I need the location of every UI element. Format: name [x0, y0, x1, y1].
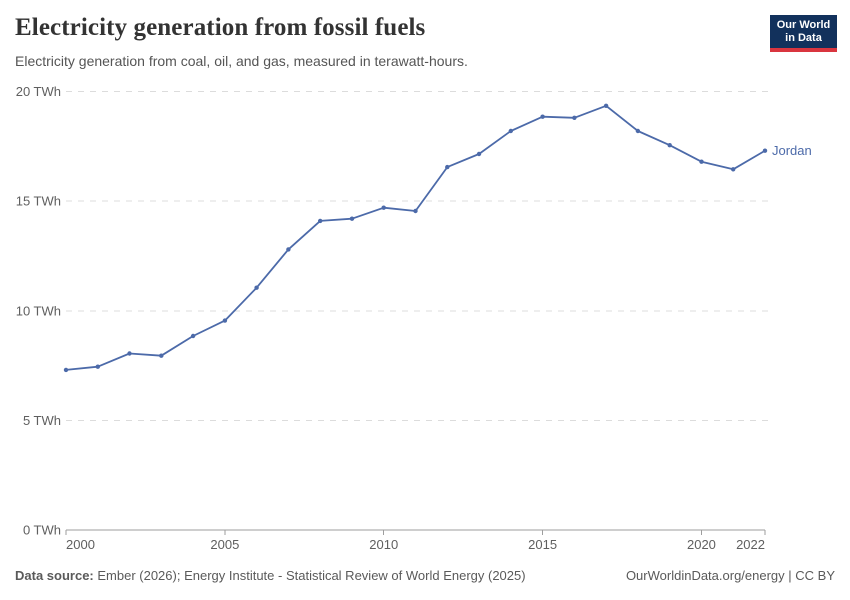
data-point: [699, 159, 704, 164]
data-point: [762, 148, 768, 153]
data-point: [572, 115, 577, 121]
data-point: [63, 367, 69, 373]
y-axis-label: 15 TWh: [16, 194, 61, 209]
y-axis-label: 0 TWh: [23, 523, 61, 538]
owid-logo-line1: Our World: [776, 19, 831, 31]
series-end-label: Jordan: [772, 143, 812, 158]
data-point: [381, 205, 386, 210]
data-point: [476, 151, 482, 157]
data-point: [159, 353, 164, 358]
data-point: [445, 164, 450, 170]
x-axis-label: 2000: [66, 537, 95, 552]
data-point: [731, 167, 736, 172]
data-point: [349, 216, 355, 221]
data-point: [667, 143, 672, 148]
data-point: [222, 318, 228, 323]
data-point: [286, 247, 291, 252]
credit-link[interactable]: OurWorldinData.org/energy | CC BY: [625, 568, 835, 583]
data-point: [318, 218, 323, 224]
x-axis-label: 2005: [210, 537, 239, 552]
x-axis-label: 2010: [369, 537, 398, 552]
owid-logo: Our World in Data: [770, 15, 837, 53]
data-source-label: Data source:: [15, 568, 94, 583]
data-point: [508, 128, 513, 134]
data-point: [190, 333, 196, 339]
data-source: Data source: Ember (2026); Energy Instit…: [15, 568, 526, 583]
data-point: [540, 114, 545, 119]
chart-footer: Data source: Ember (2026); Energy Instit…: [15, 568, 835, 583]
x-axis-label: 2022: [736, 537, 765, 552]
data-point: [127, 351, 132, 356]
data-point: [603, 103, 609, 109]
page-title: Electricity generation from fossil fuels: [15, 14, 426, 41]
owid-logo-line2: in Data: [785, 32, 822, 45]
x-axis-label: 2015: [528, 537, 557, 552]
data-point: [254, 285, 259, 290]
x-axis-label: 2020: [687, 537, 716, 552]
data-point: [413, 208, 418, 214]
chart-subtitle: Electricity generation from coal, oil, a…: [15, 53, 468, 69]
data-point: [95, 364, 101, 369]
data-source-text: Ember (2026); Energy Institute - Statist…: [93, 568, 526, 583]
data-line: [65, 104, 766, 371]
y-axis-label: 5 TWh: [23, 413, 61, 428]
data-point: [635, 128, 641, 134]
y-axis-label: 20 TWh: [16, 84, 61, 99]
y-axis-label: 10 TWh: [16, 303, 61, 318]
